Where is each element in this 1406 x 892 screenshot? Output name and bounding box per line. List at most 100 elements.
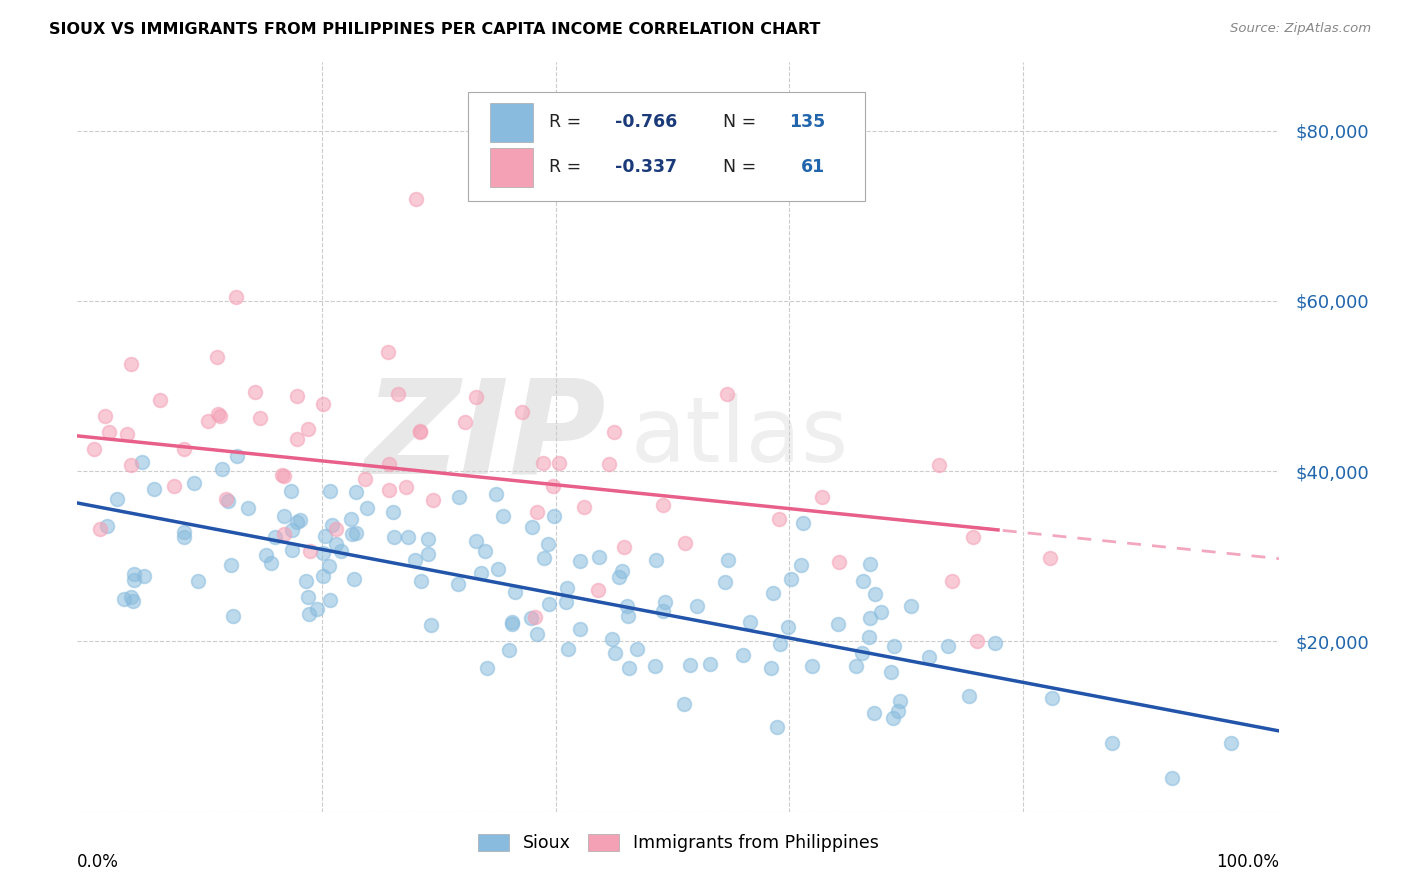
Point [187, 574, 209, 588]
Point [883, 639, 905, 653]
FancyBboxPatch shape [489, 148, 533, 186]
Point [416, 532, 439, 546]
Point [162, 478, 184, 492]
Point [219, 558, 242, 573]
Point [312, 568, 335, 582]
Point [343, 572, 366, 586]
Point [217, 493, 239, 508]
Point [208, 409, 231, 424]
Point [205, 350, 228, 364]
Point [340, 527, 363, 541]
Point [526, 505, 548, 519]
FancyBboxPatch shape [489, 103, 533, 142]
Point [245, 384, 267, 399]
Point [526, 627, 548, 641]
Point [613, 541, 636, 555]
Point [731, 648, 754, 662]
Point [112, 592, 135, 607]
Point [543, 508, 565, 523]
Point [498, 642, 520, 657]
Point [548, 456, 571, 470]
Point [297, 422, 319, 436]
Point [574, 500, 596, 514]
Point [173, 530, 195, 544]
Point [503, 584, 526, 599]
Point [889, 694, 911, 708]
Point [538, 597, 561, 611]
Point [122, 573, 145, 587]
Point [1101, 736, 1123, 750]
Point [122, 567, 145, 582]
Point [297, 590, 319, 604]
Point [273, 469, 295, 483]
Point [419, 618, 441, 632]
Point [780, 572, 803, 586]
Point [453, 416, 475, 430]
Text: 135: 135 [789, 113, 825, 131]
Point [486, 562, 509, 576]
Point [501, 617, 523, 632]
Point [395, 479, 418, 493]
Point [651, 499, 673, 513]
Point [295, 574, 318, 589]
Point [588, 550, 610, 565]
Point [207, 407, 229, 421]
Point [716, 387, 738, 401]
Point [318, 483, 340, 498]
Point [122, 594, 145, 608]
Point [598, 457, 620, 471]
Point [1161, 772, 1184, 786]
Text: 61: 61 [801, 159, 825, 177]
Point [766, 720, 789, 734]
Point [422, 492, 444, 507]
Text: atlas: atlas [630, 393, 848, 481]
Point [957, 689, 980, 703]
Point [1040, 691, 1063, 706]
Point [501, 615, 523, 629]
Text: 0.0%: 0.0% [77, 853, 120, 871]
Point [984, 636, 1007, 650]
Point [520, 611, 543, 625]
Point [1220, 736, 1243, 750]
Point [607, 569, 630, 583]
Point [285, 516, 308, 530]
Point [762, 586, 785, 600]
Point [225, 290, 247, 304]
Point [510, 405, 533, 419]
Point [470, 566, 492, 580]
Point [225, 449, 247, 463]
Point [801, 658, 824, 673]
Point [281, 542, 304, 557]
Point [617, 609, 640, 624]
FancyBboxPatch shape [468, 93, 865, 201]
Point [285, 388, 308, 402]
Point [792, 516, 814, 530]
Point [447, 576, 470, 591]
Point [738, 615, 761, 630]
Point [396, 530, 419, 544]
Point [810, 491, 832, 505]
Point [97, 425, 120, 440]
Text: SIOUX VS IMMIGRANTS FROM PHILIPPINES PER CAPITA INCOME CORRELATION CHART: SIOUX VS IMMIGRANTS FROM PHILIPPINES PER… [49, 22, 821, 37]
Point [354, 473, 377, 487]
Point [356, 500, 378, 515]
Text: 100.0%: 100.0% [1216, 853, 1279, 871]
Point [492, 508, 515, 523]
Point [271, 468, 294, 483]
Point [869, 605, 891, 619]
Point [142, 482, 165, 496]
Point [603, 425, 626, 439]
Point [789, 558, 811, 573]
Point [173, 442, 195, 456]
Point [222, 608, 245, 623]
Point [900, 599, 922, 614]
Point [96, 519, 118, 533]
Point [249, 411, 271, 425]
Point [610, 565, 633, 579]
Point [464, 534, 486, 549]
Point [557, 581, 579, 595]
Point [699, 657, 721, 671]
Point [828, 555, 851, 569]
Point [131, 455, 153, 469]
Point [859, 557, 882, 571]
